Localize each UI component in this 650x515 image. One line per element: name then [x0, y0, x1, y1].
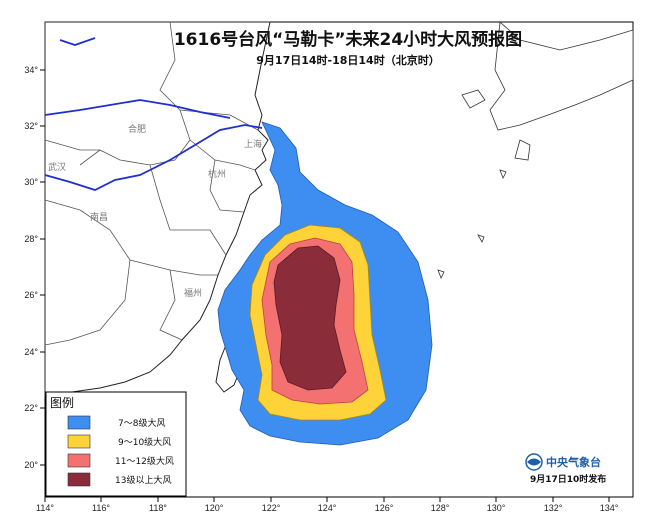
city-label-wuhan: 武汉 [48, 161, 66, 173]
legend-label-13-plus: 13级以上大风 [115, 474, 171, 486]
rivers [44, 37, 263, 191]
legend-swatch-9-10 [67, 434, 91, 449]
issued-time: 9月17日10时发布 [530, 473, 606, 485]
latitude-axis [40, 69, 45, 466]
lat-tick-label: 30° [24, 177, 38, 187]
legend-swatch-11-12 [67, 453, 91, 468]
lat-tick-label: 32° [24, 121, 38, 131]
legend-title: 图例 [50, 396, 74, 410]
longitude-tick-labels: 114° 116° 118° 120° 122° 124° 126° 128° … [36, 503, 619, 513]
lat-tick-label: 22° [24, 403, 38, 413]
province-borders [44, 21, 259, 346]
legend: 图例 7～8级大风 9～10级大风 11～12级大风 13级以上大风 [45, 391, 187, 497]
lat-tick-label: 34° [24, 65, 38, 75]
longitude-axis [44, 497, 610, 502]
agency-logo [525, 453, 543, 471]
lon-tick-label: 116° [92, 503, 110, 513]
city-label-hefei: 合肥 [128, 123, 146, 135]
city-label-hangzhou: 杭州 [208, 168, 226, 180]
lon-tick-label: 114° [36, 503, 54, 513]
legend-label-9-10: 9～10级大风 [118, 436, 171, 448]
lon-tick-label: 134° [600, 503, 619, 513]
lon-tick-label: 132° [544, 503, 563, 513]
agency-name: 中央气象台 [546, 455, 601, 469]
japan-outline [437, 21, 634, 279]
city-labels: 合肥 上海 杭州 南昌 福州 武汉 [48, 123, 262, 299]
lon-tick-label: 118° [149, 503, 167, 513]
map-subtitle: 9月17日14时-18日14时（北京时） [256, 53, 439, 67]
legend-label-7-8: 7～8级大风 [118, 417, 165, 429]
lon-tick-label: 124° [318, 503, 337, 513]
lon-tick-label: 130° [487, 503, 506, 513]
lon-tick-label: 126° [375, 503, 394, 513]
map-title: 1616号台风“马勒卡”未来24小时大风预报图 [174, 29, 522, 50]
lat-tick-label: 24° [24, 347, 38, 357]
legend-label-11-12: 11～12级大风 [115, 455, 174, 467]
lat-tick-label: 26° [24, 290, 38, 300]
city-label-nanchang: 南昌 [90, 211, 108, 223]
lat-tick-label: 20° [24, 460, 38, 470]
lon-tick-label: 120° [205, 503, 224, 513]
city-label-fuzhou: 福州 [184, 287, 202, 299]
legend-swatch-7-8 [67, 415, 91, 430]
lat-tick-label: 28° [24, 234, 38, 244]
latitude-tick-labels: 34° 32° 30° 28° 26° 24° 22° 20° [24, 65, 38, 470]
lon-tick-label: 122° [262, 503, 281, 513]
wind-zone-13-plus [273, 245, 347, 391]
lon-tick-label: 128° [431, 503, 450, 513]
city-label-shanghai: 上海 [244, 138, 262, 150]
legend-swatch-13-plus [67, 472, 91, 487]
